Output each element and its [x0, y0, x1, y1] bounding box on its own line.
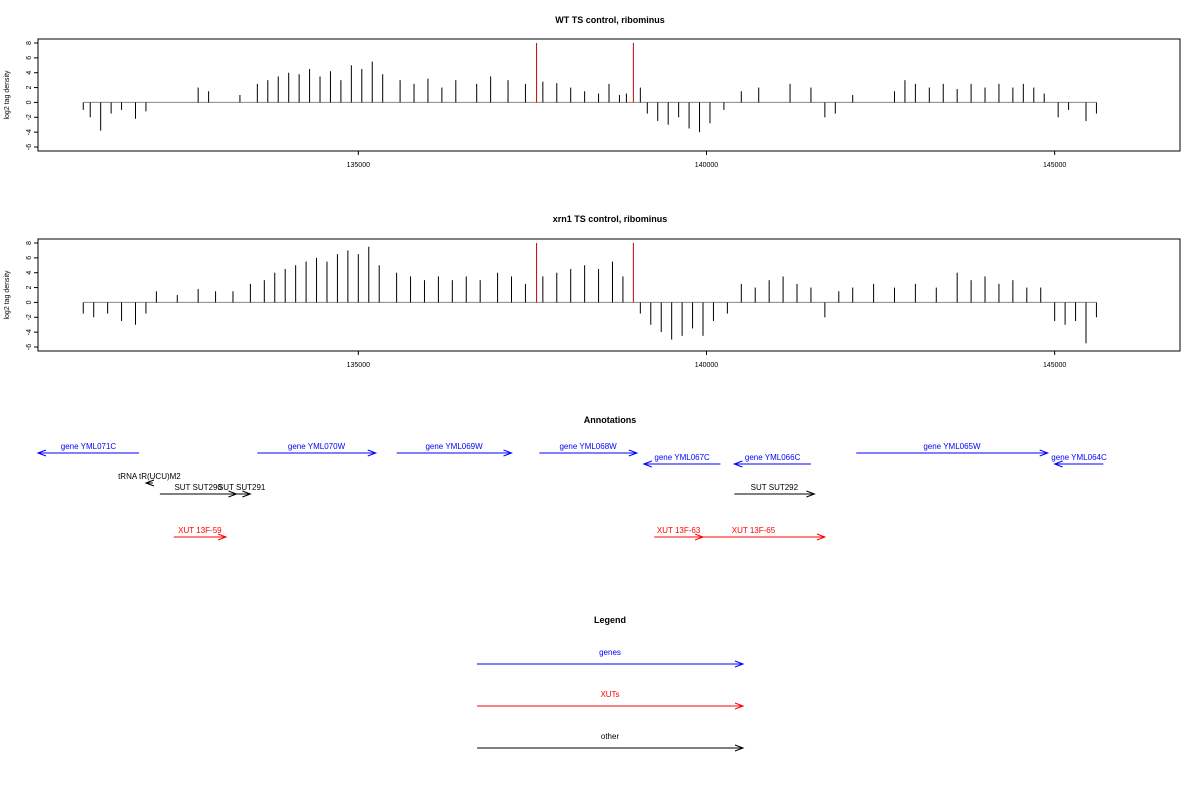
y-tick-label: 0 [26, 100, 33, 104]
y-tick-label: 2 [26, 286, 33, 290]
annotation-other-arrow: SUT SUT292 [734, 483, 816, 498]
annotations-title: Annotations [584, 415, 637, 425]
annotation-label: gene YML065W [923, 442, 981, 451]
x-tick-label: 135000 [347, 362, 370, 369]
annotation-label: gene YML070W [288, 442, 346, 451]
annotation-xut-arrow: XUT 13F-65 [682, 526, 827, 541]
annotation-label: XUT 13F-65 [732, 526, 776, 535]
legend-label: other [601, 732, 620, 741]
x-tick-label: 135000 [347, 162, 370, 169]
annotation-label: XUT 13F-59 [178, 526, 222, 535]
annotation-gene-arrow: gene YML067C [642, 453, 721, 468]
annotation-label: gene YML066C [745, 453, 801, 462]
y-tick-label: -6 [26, 144, 33, 150]
x-axis-xrn1: 135000 140000 145000 [347, 351, 1066, 369]
y-tick-label: -6 [26, 344, 33, 350]
markers-xrn1 [536, 243, 634, 303]
annotation-gene-arrow: gene YML070W [257, 442, 378, 457]
annotation-label: gene YML067C [654, 453, 710, 462]
track-panel-xrn1: xrn1 TS control, ribominus log2 tag dens… [4, 214, 1181, 369]
y-tick-label: 6 [26, 56, 33, 60]
annotation-xut-arrow: XUT 13F-59 [173, 526, 228, 541]
legend-xut-arrow: XUTs [477, 690, 745, 710]
annotation-label: SUT SUT290 [174, 483, 222, 492]
density-bars-wt [82, 61, 1097, 133]
plot-frame-wt [37, 38, 1181, 152]
annotation-gene-arrow: gene YML064C [1051, 453, 1107, 468]
ylabel-xrn1: log2 tag density [4, 270, 11, 320]
x-tick-label: 140000 [695, 162, 718, 169]
y-tick-label: 4 [26, 71, 33, 75]
annotation-label: SUT SUT292 [751, 483, 799, 492]
legend-gene-arrow: genes [477, 648, 745, 668]
annotations-panel: Annotations gene YML071C gene YML070W gene… [36, 415, 1107, 541]
legend-panel: Legend genes XUTs other [477, 615, 745, 752]
annotation-label: gene YML068W [559, 442, 617, 451]
ylabel-wt: log2 tag density [4, 70, 11, 120]
y-axis-xrn1: -6 -4 -2 0 2 4 6 8 [26, 241, 38, 350]
annotation-label: XUT 13F-63 [657, 526, 701, 535]
y-tick-label: 4 [26, 271, 33, 275]
markers-wt [536, 43, 634, 103]
x-tick-label: 145000 [1043, 162, 1066, 169]
y-tick-label: 2 [26, 86, 33, 90]
y-tick-label: -2 [26, 114, 33, 120]
legend-label: XUTs [600, 690, 619, 699]
x-tick-label: 145000 [1043, 362, 1066, 369]
plot-frame-xrn1 [37, 238, 1181, 352]
y-tick-label: 8 [26, 41, 33, 45]
annotation-gene-arrow: gene YML068W [539, 442, 639, 457]
x-tick-label: 140000 [695, 362, 718, 369]
y-tick-label: -4 [26, 129, 33, 135]
y-tick-label: 8 [26, 241, 33, 245]
legend-other-arrow: other [477, 732, 745, 752]
density-bars-xrn1 [82, 246, 1097, 344]
legend-items: genes XUTs other [477, 648, 745, 752]
annotation-label: SUT SUT291 [218, 483, 266, 492]
track-title-wt: WT TS control, ribominus [555, 15, 665, 25]
annotation-xut-arrow: XUT 13F-63 [654, 526, 705, 541]
track-title-xrn1: xrn1 TS control, ribominus [553, 214, 668, 224]
y-tick-label: 0 [26, 300, 33, 304]
legend-title: Legend [594, 615, 626, 625]
y-axis-wt: -6 -4 -2 0 2 4 6 8 [26, 41, 38, 150]
annotation-label: tRNA tR(UCU)M2 [118, 472, 181, 481]
annotation-label: gene YML071C [61, 442, 117, 451]
y-tick-label: -4 [26, 329, 33, 335]
annotation-gene-arrow: gene YML066C [732, 453, 811, 468]
track-panel-wt: WT TS control, ribominus log2 tag densit… [4, 15, 1181, 169]
annotation-label: gene YML064C [1051, 453, 1107, 462]
annotation-gene-arrow: gene YML069W [396, 442, 513, 457]
y-tick-label: -2 [26, 314, 33, 320]
annotation-features: gene YML071C gene YML070W gene YML069W gene… [36, 442, 1107, 541]
annotation-gene-arrow: gene YML065W [856, 442, 1050, 457]
annotation-other-arrow: tRNA tR(UCU)M2 [118, 472, 181, 487]
legend-label: genes [599, 648, 621, 657]
annotation-gene-arrow: gene YML071C [36, 442, 139, 457]
annotation-label: gene YML069W [425, 442, 483, 451]
x-axis-wt: 135000 140000 145000 [347, 151, 1066, 169]
annotation-other-arrow: SUT SUT291 [218, 483, 266, 498]
y-tick-label: 6 [26, 256, 33, 260]
